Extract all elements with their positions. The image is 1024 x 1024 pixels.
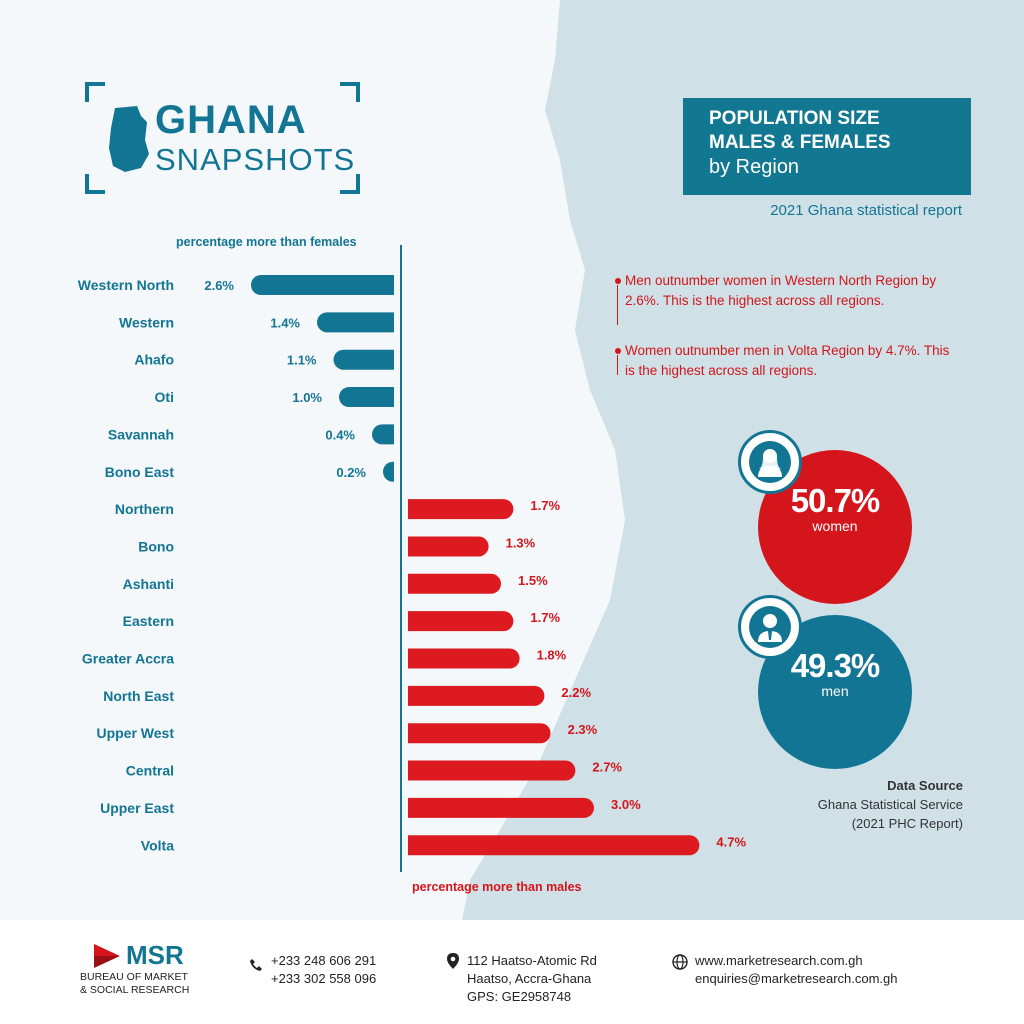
note-volta: Women outnumber men in Volta Region by 4… — [615, 341, 955, 381]
address-line-1: 112 Haatso-Atomic Rd — [467, 953, 597, 968]
note-bullet — [615, 348, 621, 354]
category-label: Upper East — [100, 800, 174, 816]
note-western-north: Men outnumber women in Western North Reg… — [615, 271, 955, 325]
bar-more-females — [408, 611, 514, 632]
note-text: Women outnumber men in Volta Region by 4… — [625, 343, 950, 378]
bar-more-females — [408, 573, 502, 594]
bar-more-males — [333, 349, 394, 370]
bar-value-label: 3.0% — [611, 797, 641, 812]
phone-icon — [250, 959, 262, 971]
women-label: women — [812, 518, 858, 534]
woman-icon — [738, 430, 802, 494]
category-label: Greater Accra — [82, 651, 174, 667]
bar-value-label: 1.8% — [537, 648, 567, 663]
report-subtitle: 2021 Ghana statistical report — [770, 202, 962, 219]
man-icon — [738, 595, 802, 659]
bar-value-label: 1.0% — [292, 390, 322, 405]
phone-1[interactable]: +233 248 606 291 — [271, 953, 377, 968]
category-label: Oti — [155, 389, 174, 405]
bar-more-males — [383, 461, 394, 482]
category-label: Upper West — [96, 725, 174, 741]
top-axis-label: percentage more than females — [176, 235, 357, 249]
bar-value-label: 2.3% — [568, 722, 598, 737]
category-label: Ashanti — [123, 576, 174, 592]
location-pin-icon — [447, 953, 459, 969]
category-label: Western — [119, 314, 174, 330]
title-line-2: MALES & FEMALES — [709, 132, 891, 153]
globe-icon — [672, 954, 688, 970]
men-label: men — [821, 683, 849, 699]
note-bullet — [615, 278, 621, 284]
note-text: Men outnumber women in Western North Reg… — [625, 273, 937, 308]
category-label: Bono — [138, 538, 174, 554]
category-label: Western North — [78, 277, 174, 293]
brand-title: GHANA — [155, 98, 307, 142]
bar-more-females — [408, 797, 594, 818]
bar-value-label: 4.7% — [716, 834, 746, 849]
bar-value-label: 1.1% — [287, 353, 317, 368]
bar-more-females — [408, 723, 551, 744]
bar-more-males — [339, 387, 394, 408]
note-line — [617, 355, 618, 375]
brand-subtitle: SNAPSHOTS — [155, 142, 356, 177]
category-label: Savannah — [108, 426, 174, 442]
footer: MSR BUREAU OF MARKET & SOCIAL RESEARCH +… — [0, 920, 1024, 1024]
category-label: Northern — [115, 501, 174, 517]
bar-value-label: 0.4% — [325, 427, 355, 442]
org-line-2: & SOCIAL RESEARCH — [80, 984, 190, 996]
bar-value-label: 1.7% — [530, 610, 560, 625]
women-percentage: 50.7% — [790, 482, 881, 519]
data-source: Data Source Ghana Statistical Service (2… — [760, 776, 963, 833]
category-label: Volta — [141, 837, 174, 853]
email-link[interactable]: enquiries@marketresearch.com.gh — [695, 971, 898, 986]
bar-more-females — [408, 835, 700, 856]
source-line-1: Ghana Statistical Service — [817, 797, 963, 812]
category-label: Eastern — [123, 613, 174, 629]
title-box: POPULATION SIZE MALES & FEMALES by Regio… — [683, 98, 971, 195]
ghana-map-icon — [109, 106, 149, 172]
source-line-2: (2021 PHC Report) — [851, 816, 963, 831]
category-label: Bono East — [105, 464, 175, 480]
category-label: North East — [103, 688, 174, 704]
bar-value-label: 1.7% — [530, 498, 560, 513]
category-label: Ahafo — [134, 352, 174, 368]
bar-value-label: 1.3% — [506, 535, 536, 550]
bar-value-label: 1.5% — [518, 573, 548, 588]
bar-more-males — [251, 275, 394, 295]
org-line-1: BUREAU OF MARKET — [80, 971, 188, 983]
website-link[interactable]: www.marketresearch.com.gh — [695, 953, 863, 968]
bar-more-females — [408, 760, 576, 781]
source-heading: Data Source — [887, 778, 963, 793]
msr-logo-icon — [94, 944, 120, 968]
msr-name: MSR — [126, 940, 184, 970]
bar-value-label: 0.2% — [336, 465, 366, 480]
men-percentage: 49.3% — [790, 647, 881, 684]
bar-value-label: 1.4% — [270, 315, 300, 330]
category-label: Central — [126, 763, 174, 779]
bar-more-females — [408, 499, 514, 520]
bar-value-label: 2.6% — [204, 278, 234, 293]
bar-more-females — [408, 648, 520, 669]
title-line-3: by Region — [709, 156, 800, 178]
bar-more-males — [317, 312, 394, 333]
bar-more-males — [372, 424, 394, 445]
region-bar-chart: Western North 2.6% Western 1.4% Ahafo 1.1% Oti… — [78, 245, 746, 872]
phone-2[interactable]: +233 302 558 096 — [271, 971, 377, 986]
note-line — [617, 285, 618, 325]
address-line-2: Haatso, Accra-Ghana — [467, 971, 592, 986]
bar-value-label: 2.2% — [561, 685, 591, 700]
bar-more-females — [408, 685, 545, 706]
title-line-1: POPULATION SIZE — [709, 108, 880, 129]
bar-value-label: 2.7% — [592, 760, 622, 775]
address-line-3: GPS: GE2958748 — [467, 989, 572, 1004]
bar-more-females — [408, 536, 489, 557]
brand-frame — [85, 82, 360, 194]
bottom-axis-label: percentage more than males — [412, 880, 582, 894]
